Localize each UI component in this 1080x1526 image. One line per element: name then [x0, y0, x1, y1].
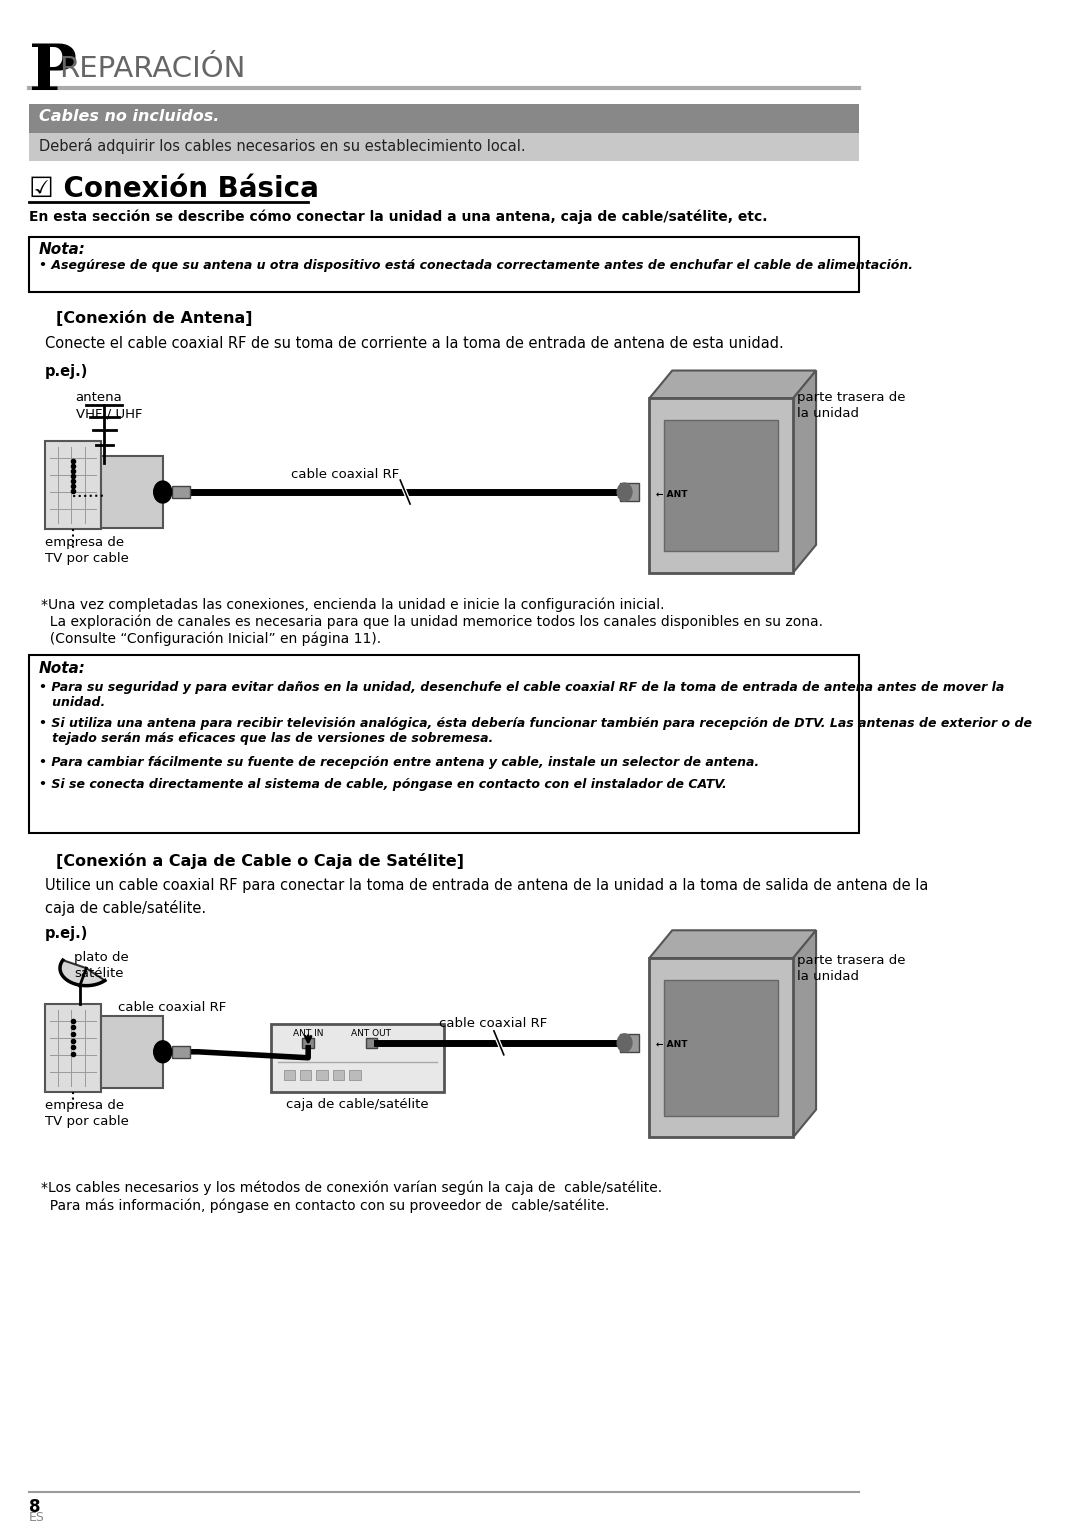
- Polygon shape: [649, 931, 816, 958]
- Text: En esta sección se describe cómo conectar la unidad a una antena, caja de cable/: En esta sección se describe cómo conecta…: [29, 209, 767, 224]
- Bar: [29, 133, 859, 162]
- Text: Nota:: Nota:: [39, 661, 85, 676]
- Text: Nota:: Nota:: [39, 243, 85, 256]
- Text: ANT OUT: ANT OUT: [351, 1029, 391, 1038]
- Text: Utilice un cable coaxial RF para conectar la toma de entrada de antena de la uni: Utilice un cable coaxial RF para conecta…: [45, 879, 929, 916]
- Text: cable coaxial RF: cable coaxial RF: [119, 1001, 227, 1013]
- Bar: [366, 1038, 377, 1048]
- Bar: [316, 1070, 328, 1080]
- Circle shape: [153, 1041, 172, 1062]
- Text: *Una vez completadas las conexiones, encienda la unidad e inicie la configuració: *Una vez completadas las conexiones, enc…: [41, 598, 664, 612]
- Circle shape: [617, 1035, 632, 1051]
- Text: REPARACIÓN: REPARACIÓN: [59, 55, 245, 82]
- Bar: [29, 655, 859, 833]
- Text: p.ej.): p.ej.): [45, 926, 89, 942]
- Text: Cables no incluidos.: Cables no incluidos.: [40, 108, 220, 124]
- Text: o: o: [159, 1047, 166, 1058]
- Text: Deberá adquirir los cables necesarios en su establecimiento local.: Deberá adquirir los cables necesarios en…: [40, 139, 526, 154]
- Polygon shape: [793, 931, 816, 1137]
- Text: [Conexión a Caja de Cable o Caja de Satélite]: [Conexión a Caja de Cable o Caja de Saté…: [56, 853, 464, 868]
- Bar: [271, 1024, 444, 1091]
- Text: 8: 8: [29, 1499, 40, 1515]
- Text: ANT IN: ANT IN: [293, 1029, 323, 1038]
- Circle shape: [153, 481, 172, 504]
- Text: ← ANT: ← ANT: [656, 490, 687, 499]
- Bar: [349, 1070, 361, 1080]
- Text: cable coaxial RF: cable coaxial RF: [291, 468, 400, 481]
- Text: (Consulte “Configuración Inicial” en página 11).: (Consulte “Configuración Inicial” en pág…: [41, 632, 381, 645]
- Polygon shape: [793, 371, 816, 572]
- Bar: [29, 104, 859, 133]
- Bar: [333, 1070, 345, 1080]
- Bar: [649, 398, 793, 572]
- Polygon shape: [60, 960, 105, 986]
- Bar: [102, 1016, 163, 1088]
- Text: • Si se conecta directamente al sistema de cable, póngase en contacto con el ins: • Si se conecta directamente al sistema …: [39, 778, 727, 790]
- Bar: [300, 1070, 311, 1080]
- Bar: [621, 1035, 638, 1051]
- Text: Conecte el cable coaxial RF de su toma de corriente a la toma de entrada de ante: Conecte el cable coaxial RF de su toma d…: [45, 336, 784, 351]
- Text: [Conexión de Antena]: [Conexión de Antena]: [56, 310, 253, 325]
- Polygon shape: [649, 371, 816, 398]
- Text: ES: ES: [29, 1511, 44, 1524]
- Bar: [284, 1070, 295, 1080]
- Bar: [664, 980, 779, 1116]
- Text: antena
VHF / UHF: antena VHF / UHF: [76, 392, 143, 421]
- Text: empresa de
TV por cable: empresa de TV por cable: [45, 536, 130, 565]
- Text: ← ANT: ← ANT: [656, 1041, 687, 1050]
- Text: 0: 0: [160, 487, 166, 497]
- Text: cable coaxial RF: cable coaxial RF: [438, 1016, 548, 1030]
- Text: parte trasera de
la unidad: parte trasera de la unidad: [797, 392, 906, 421]
- Text: caja de cable/satélite: caja de cable/satélite: [286, 1097, 429, 1111]
- Bar: [45, 441, 102, 530]
- Text: empresa de
TV por cable: empresa de TV por cable: [45, 1099, 130, 1128]
- Text: parte trasera de
la unidad: parte trasera de la unidad: [797, 954, 906, 983]
- Bar: [102, 456, 163, 528]
- Circle shape: [617, 484, 632, 501]
- Text: Para más información, póngase en contacto con su proveedor de  cable/satélite.: Para más información, póngase en contact…: [41, 1198, 609, 1213]
- Text: • Para cambiar fácilmente su fuente de recepción entre antena y cable, instale u: • Para cambiar fácilmente su fuente de r…: [39, 755, 759, 769]
- Bar: [45, 1004, 102, 1091]
- Bar: [664, 420, 779, 551]
- Bar: [302, 1038, 314, 1048]
- Text: plato de
satélite: plato de satélite: [73, 951, 129, 980]
- Bar: [172, 487, 190, 497]
- Bar: [621, 484, 638, 501]
- Text: • Si utiliza una antena para recibir televisión analógica, ésta debería funciona: • Si utiliza una antena para recibir tel…: [39, 717, 1031, 745]
- Bar: [29, 237, 859, 291]
- Bar: [172, 1045, 190, 1058]
- Text: • Para su seguridad y para evitar daños en la unidad, desenchufe el cable coaxia: • Para su seguridad y para evitar daños …: [39, 681, 1004, 710]
- Text: ☑ Conexión Básica: ☑ Conexión Básica: [29, 175, 319, 203]
- Text: *Los cables necesarios y los métodos de conexión varían según la caja de  cable/: *Los cables necesarios y los métodos de …: [41, 1180, 662, 1195]
- Text: • Asegúrese de que su antena u otra dispositivo está conectada correctamente ant: • Asegúrese de que su antena u otra disp…: [39, 259, 913, 272]
- Bar: [649, 958, 793, 1137]
- Text: P: P: [29, 41, 77, 102]
- Text: p.ej.): p.ej.): [45, 363, 89, 378]
- Text: La exploración de canales es necesaria para que la unidad memorice todos los can: La exploración de canales es necesaria p…: [41, 615, 823, 629]
